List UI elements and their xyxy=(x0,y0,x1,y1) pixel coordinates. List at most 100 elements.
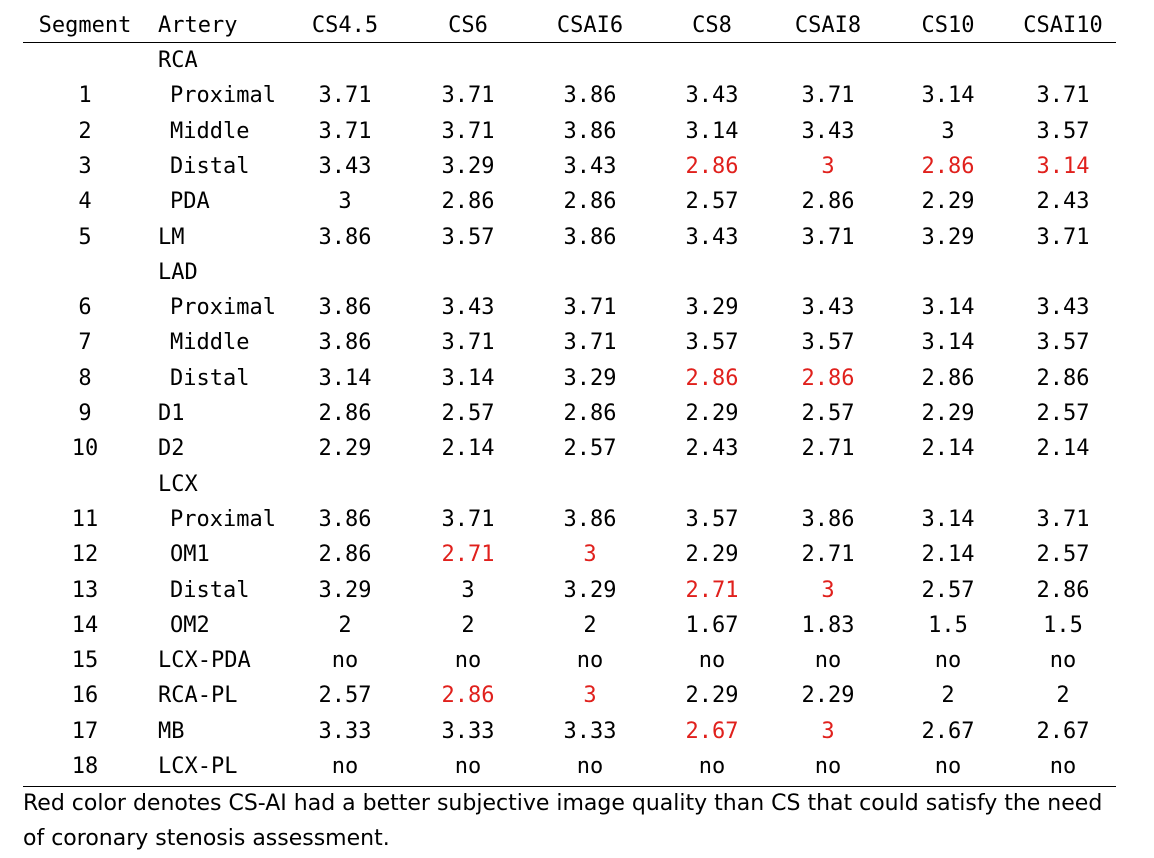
score-cell: 3.57 xyxy=(441,224,495,250)
header-segment: Segment xyxy=(38,13,132,38)
score-cell: 3.14 xyxy=(441,365,495,391)
table-row: 9 D1 2.86 2.57 2.86 2.29 2.57 2.29 2.57 xyxy=(23,396,1116,431)
score-cell: 2.43 xyxy=(685,436,739,462)
segment-cell: 1 xyxy=(78,83,92,109)
header-cs4-5: CS4.5 xyxy=(311,13,379,38)
score-cell: no xyxy=(331,648,359,674)
artery-cell: OM1 xyxy=(170,542,210,568)
score-cell: 3.71 xyxy=(563,330,617,356)
score-cell xyxy=(1013,43,1113,78)
artery-cell: LCX xyxy=(158,471,198,497)
score-cell: 3.43 xyxy=(685,224,739,250)
top-rule xyxy=(23,42,1116,43)
score-cell: 3.71 xyxy=(441,330,495,356)
table-row: 16 RCA-PL 2.57 2.86 3 2.29 2.29 2 2 xyxy=(23,678,1116,713)
score-cell: 2.29 xyxy=(921,189,975,215)
segment-cell: 9 xyxy=(78,401,92,426)
score-cell: 2.57 xyxy=(563,436,617,462)
table-row: RCA xyxy=(23,43,1116,78)
table-row: 14 OM2 2 2 2 1.67 1.83 1.5 1.5 xyxy=(23,608,1116,643)
score-cell xyxy=(778,43,878,78)
artery-cell: D2 xyxy=(158,436,185,462)
table-row: LCX xyxy=(23,467,1116,502)
score-cell: 3 xyxy=(941,118,955,144)
score-cell: 2.71 xyxy=(441,542,495,568)
score-cell: 2 xyxy=(461,612,475,638)
segment-cell: 13 xyxy=(71,577,99,603)
score-cell: 3.14 xyxy=(921,295,975,321)
artery-cell: LCX-PDA xyxy=(158,648,251,674)
score-cell: 2.29 xyxy=(801,683,855,709)
score-cell: 3.86 xyxy=(318,295,372,321)
score-cell: 2.86 xyxy=(921,153,975,179)
segment-cell: 2 xyxy=(78,118,92,144)
score-cell: 3.71 xyxy=(801,83,855,109)
score-cell: 3.29 xyxy=(685,295,739,321)
score-cell xyxy=(540,467,640,502)
score-cell: 3.14 xyxy=(685,118,739,144)
segment-cell xyxy=(23,467,147,502)
artery-cell: Distal xyxy=(170,365,250,391)
score-cell xyxy=(418,467,518,502)
score-cell: no xyxy=(814,648,842,674)
score-cell: 1.83 xyxy=(801,612,855,638)
artery-cell: Proximal xyxy=(170,295,276,321)
score-cell: 3.86 xyxy=(563,506,617,532)
score-cell xyxy=(898,467,998,502)
score-cell: no xyxy=(331,754,359,779)
score-cell: 2.14 xyxy=(921,436,975,462)
score-cell: 1.67 xyxy=(685,612,739,638)
segment-cell: 16 xyxy=(71,683,99,709)
table-row: 11 Proximal 3.86 3.71 3.86 3.57 3.86 3.14 3.71 xyxy=(23,502,1116,537)
score-cell: 2.57 xyxy=(441,401,495,426)
score-cell: 3.86 xyxy=(801,506,855,532)
header-artery: Artery xyxy=(158,13,238,38)
artery-cell: LAD xyxy=(158,259,198,285)
score-cell: 3 xyxy=(583,542,597,568)
score-cell: 2 xyxy=(1056,683,1070,709)
table-row: 7 Middle 3.86 3.71 3.71 3.57 3.57 3.14 3.57 xyxy=(23,325,1116,360)
score-cell: 3.71 xyxy=(1036,224,1090,250)
score-cell: 3.43 xyxy=(685,83,739,109)
segment-cell: 7 xyxy=(78,330,92,356)
artery-cell: Distal xyxy=(170,153,250,179)
score-cell: 2.57 xyxy=(685,189,739,215)
segment-cell: 12 xyxy=(71,542,99,568)
score-cell: 2.29 xyxy=(685,542,739,568)
score-cell: 3.71 xyxy=(1036,83,1090,109)
score-cell: 3.57 xyxy=(685,506,739,532)
score-cell: 3.29 xyxy=(318,577,372,603)
table-row: 10 D2 2.29 2.14 2.57 2.43 2.71 2.14 2.14 xyxy=(23,431,1116,466)
score-cell: 2.43 xyxy=(1036,189,1090,215)
score-cell: 3.43 xyxy=(1036,295,1090,321)
score-cell xyxy=(778,467,878,502)
score-cell: 2.67 xyxy=(1036,718,1090,744)
table-row: 5 LM 3.86 3.57 3.86 3.43 3.71 3.29 3.71 xyxy=(23,220,1116,255)
score-cell: 3.33 xyxy=(318,718,372,744)
score-cell: 3 xyxy=(583,683,597,709)
table-row: 2 Middle 3.71 3.71 3.86 3.14 3.43 3 3.57 xyxy=(23,114,1116,149)
score-cell: 3.71 xyxy=(441,83,495,109)
header-csai6: CSAI6 xyxy=(556,13,624,38)
segment-cell: 11 xyxy=(71,506,99,532)
score-cell: no xyxy=(698,754,726,779)
artery-cell: Proximal xyxy=(170,83,276,109)
score-cell: 2.57 xyxy=(318,683,372,709)
header-row: Segment Artery CS4.5 CS6 CSAI6 CS8 CSAI8… xyxy=(23,8,1116,43)
score-cell: 2 xyxy=(338,612,352,638)
score-cell: 3.86 xyxy=(318,506,372,532)
artery-cell: OM2 xyxy=(170,612,210,638)
score-cell: 3.14 xyxy=(921,506,975,532)
score-cell: 2.86 xyxy=(1036,577,1090,603)
artery-cell: RCA xyxy=(158,48,198,73)
score-cell xyxy=(1013,467,1113,502)
segment-cell: 5 xyxy=(78,224,92,250)
score-cell: 2.86 xyxy=(685,153,739,179)
score-cell: 2.14 xyxy=(921,542,975,568)
score-cell: 2.14 xyxy=(1036,436,1090,462)
segment-cell: 8 xyxy=(78,365,92,391)
score-cell: 3.71 xyxy=(318,118,372,144)
score-cell xyxy=(898,255,998,290)
table-row: 1 Proximal 3.71 3.71 3.86 3.43 3.71 3.14 3.71 xyxy=(23,78,1116,113)
score-cell: 2.14 xyxy=(441,436,495,462)
